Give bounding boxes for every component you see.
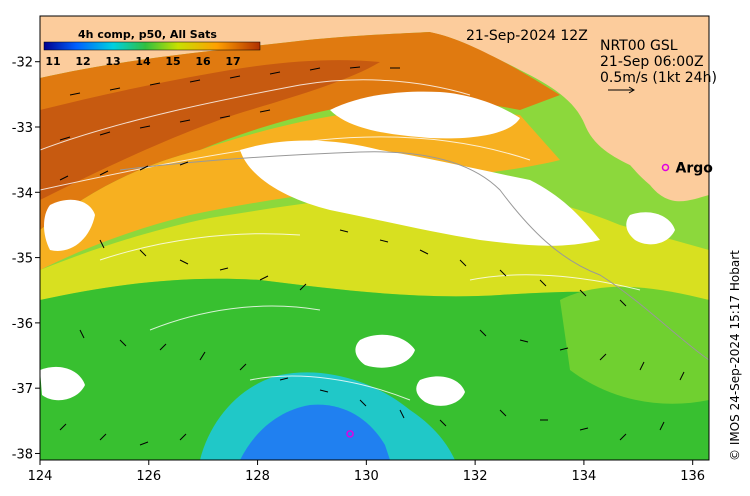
- lon-tick-label: 134: [571, 469, 596, 484]
- green-band: [40, 278, 709, 460]
- lon-tick-label: 130: [354, 469, 379, 484]
- current-vectors: [59, 66, 685, 446]
- lon-tick-label: 124: [28, 469, 53, 484]
- colorbar-tick-label: 17: [225, 55, 240, 68]
- lon-tick-label: 128: [245, 469, 270, 484]
- lat-tick-label: -35: [12, 252, 33, 267]
- colorbar-tick-label: 12: [75, 55, 90, 68]
- lat-axis: -32 -33 -34 -35 -36 -37 -38: [12, 56, 40, 462]
- colorbar-labels: 11 12 13 14 15 16 17: [45, 55, 240, 68]
- map-date: 21-Sep-2024 12Z: [466, 28, 588, 44]
- product-label: NRT00 GSL: [600, 38, 678, 54]
- colorbar-ramp: [43, 41, 261, 51]
- colorbar-title: 4h comp, p50, All Sats: [78, 28, 217, 41]
- shelf-edge: [119, 151, 709, 361]
- colorbar-tick-label: 14: [135, 55, 151, 68]
- lon-tick-label: 126: [136, 469, 161, 484]
- lat-tick-label: -36: [12, 317, 33, 332]
- argo-float-marker: [661, 163, 670, 172]
- plot-frame: [39, 15, 710, 461]
- credit: © IMOS 24-Sep-2024 15:17 Hobart: [728, 250, 742, 461]
- scale-arrow: [608, 86, 635, 94]
- colorbar-tick-label: 16: [195, 55, 211, 68]
- vector-scale-label: 0.5m/s (1kt 24h): [600, 70, 717, 86]
- lon-tick-label: 136: [680, 469, 705, 484]
- argo-label: Argo: [675, 160, 713, 176]
- warm-band-core: [40, 60, 380, 200]
- lon-axis: 124 126 128 130 132 134 136: [28, 460, 705, 484]
- colorbar-tick-label: 11: [45, 55, 60, 68]
- lat-tick-label: -38: [12, 447, 33, 462]
- contours: [40, 79, 641, 401]
- argo-float-marker: [346, 430, 354, 438]
- lat-tick-label: -34: [12, 186, 33, 201]
- lat-tick-label: -33: [12, 121, 33, 136]
- lat-tick-label: -32: [12, 56, 33, 71]
- green-east: [560, 286, 709, 404]
- lat-tick-label: -37: [12, 382, 33, 397]
- product-time: 21-Sep 06:00Z: [600, 54, 704, 70]
- lon-tick-label: 132: [463, 469, 488, 484]
- cold-core: [240, 404, 390, 460]
- markers: Argo: [346, 160, 713, 438]
- colorbar-tick-label: 13: [105, 55, 120, 68]
- colorbar: 4h comp, p50, All Sats 11 12 13 14 15 16 17: [43, 28, 261, 68]
- cloud-mask: [40, 91, 675, 406]
- colorbar-tick-label: 15: [165, 55, 180, 68]
- coastline: [430, 16, 709, 196]
